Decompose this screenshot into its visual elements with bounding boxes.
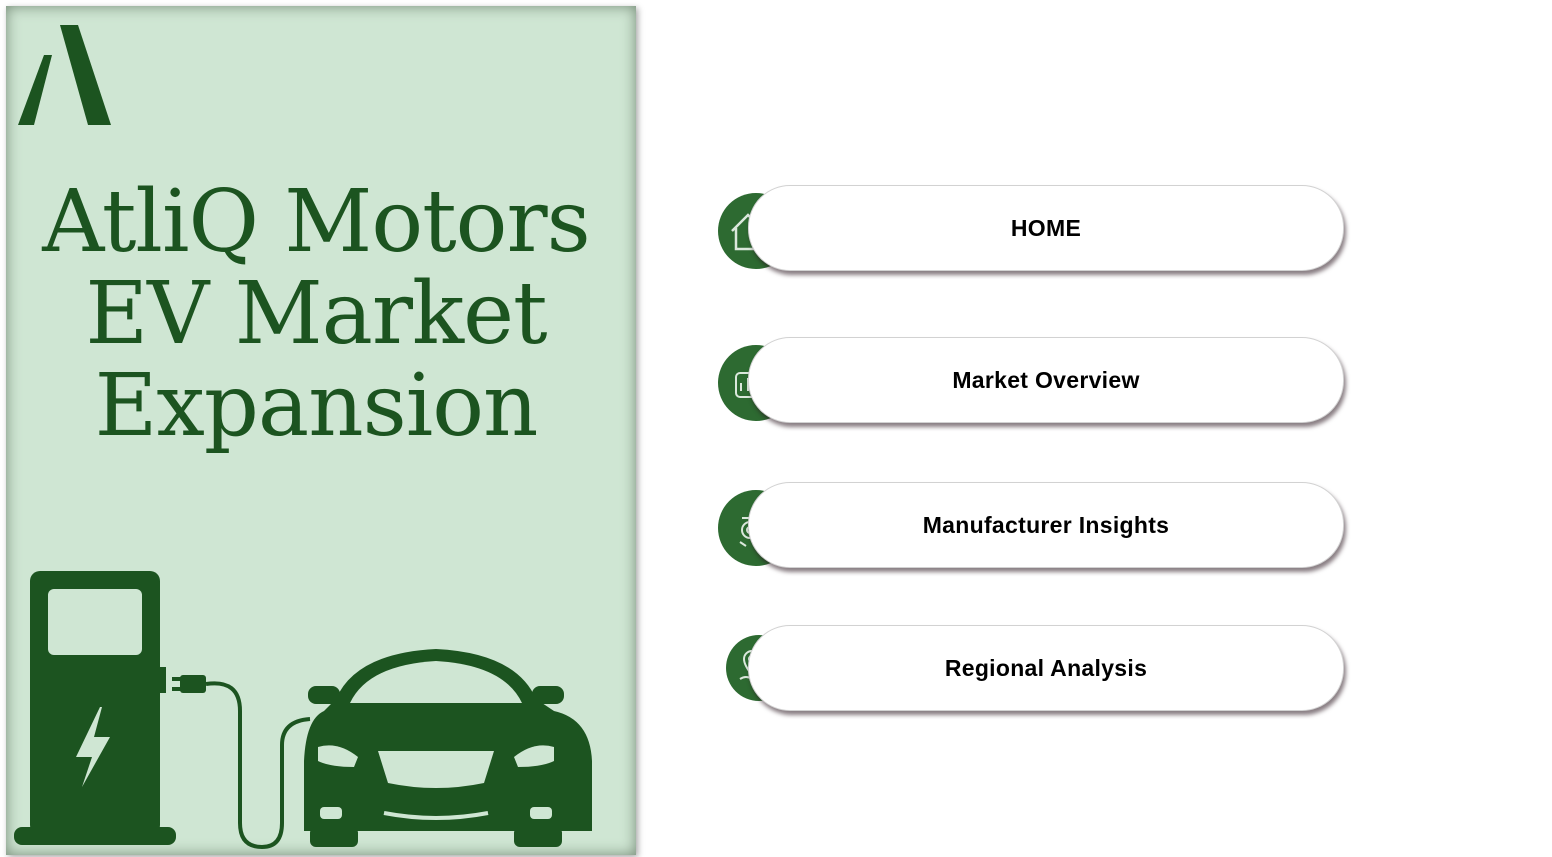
nav-regional-analysis[interactable]: Regional Analysis [716,625,1346,715]
title-line-3: Expansion [94,356,539,456]
regional-analysis-button[interactable]: Regional Analysis [748,625,1344,711]
manufacturer-insights-button[interactable]: Manufacturer Insights [748,482,1344,568]
title-line-1: AtliQ Motors [42,172,590,272]
nav-market-overview[interactable]: Market Overview [716,337,1346,427]
ev-charging-car-icon [14,571,592,850]
market-overview-button-label: Market Overview [952,366,1140,393]
atliq-logo-icon [18,25,111,125]
title-panel: AtliQ Motors EV Market Expansion [6,6,636,855]
market-overview-button[interactable]: Market Overview [748,337,1344,423]
nav-home[interactable]: HOME [716,185,1346,275]
title-line-2: EV Market [85,264,547,364]
home-button-label: HOME [1010,214,1082,241]
home-button[interactable]: HOME [748,185,1344,271]
page-title: AtliQ Motors EV Market Expansion [6,176,626,452]
manufacturer-insights-button-label: Manufacturer Insights [922,511,1170,538]
regional-analysis-button-label: Regional Analysis [944,654,1148,681]
nav-manufacturer-insights[interactable]: Manufacturer Insights [716,482,1346,572]
